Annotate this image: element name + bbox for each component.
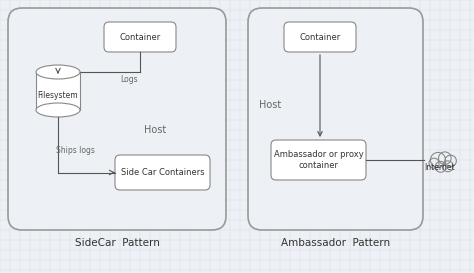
FancyBboxPatch shape [8,8,226,230]
Text: Container: Container [119,32,161,41]
Text: Container: Container [300,32,341,41]
FancyBboxPatch shape [115,155,210,190]
Circle shape [430,152,446,168]
Circle shape [429,158,439,168]
Circle shape [443,161,453,172]
FancyBboxPatch shape [271,140,366,180]
Bar [36,72,80,110]
Text: Ships logs: Ships logs [56,146,95,155]
Text: Logs: Logs [120,75,138,84]
Circle shape [445,155,456,167]
FancyBboxPatch shape [104,22,176,52]
Text: Ambassador  Pattern: Ambassador Pattern [281,238,390,248]
Text: Filesystem: Filesystem [38,91,78,99]
Text: Host: Host [259,100,281,110]
Ellipse shape [36,65,80,79]
Ellipse shape [36,103,80,117]
Text: Internet: Internet [425,164,456,173]
Text: SideCar  Pattern: SideCar Pattern [74,238,159,248]
Text: Side Car Containers: Side Car Containers [121,168,204,177]
Text: Ambassador or proxy
container: Ambassador or proxy container [273,150,364,170]
Text: Host: Host [144,125,166,135]
FancyBboxPatch shape [284,22,356,52]
Circle shape [438,152,451,165]
Circle shape [435,161,446,172]
FancyBboxPatch shape [248,8,423,230]
